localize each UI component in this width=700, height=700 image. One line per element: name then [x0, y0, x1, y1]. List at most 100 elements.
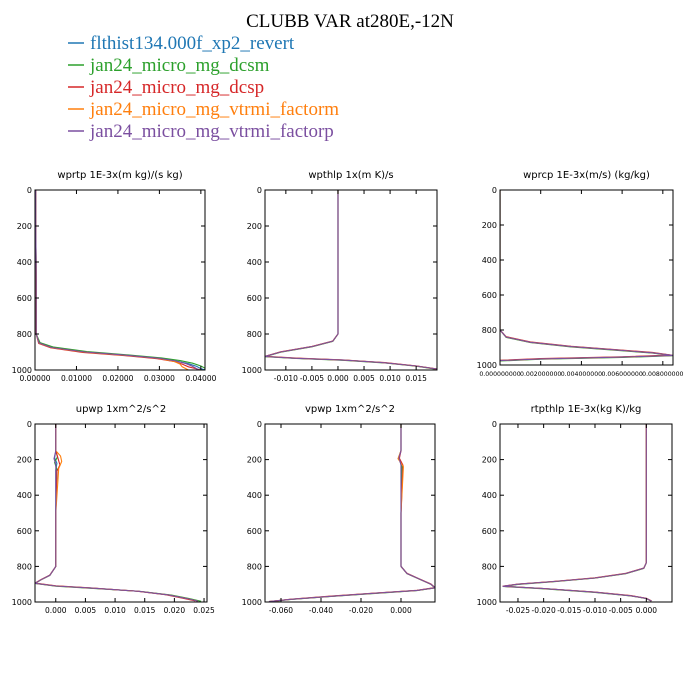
x-tick-label: -0.005: [300, 374, 324, 383]
x-tick-label: 0.000: [45, 606, 67, 615]
x-tick-label: 0.006000000: [601, 371, 642, 378]
y-tick-label: 800: [247, 330, 262, 339]
legend: flthist134.000f_xp2_revertjan24_micro_mg…: [68, 33, 339, 142]
x-tick-label: 0.015: [134, 606, 156, 615]
x-tick-label: 0.005: [75, 606, 97, 615]
x-tick-label: 0.03000: [144, 374, 175, 383]
panel-4: upwp 1xm^2/s^2 0 200 400 600 800 1000 0.000 0.00…: [12, 404, 215, 615]
panel-title: wpthlp 1x(m K)/s: [308, 170, 393, 181]
y-tick-label: 600: [247, 294, 262, 303]
legend-item: jan24_micro_mg_dcsm: [68, 55, 270, 76]
y-tick-label: 0: [257, 186, 262, 195]
series-group: [500, 190, 673, 362]
panel-title: wprcp 1E-3x(m/s) (kg/kg): [523, 170, 650, 181]
series-line-5: [35, 190, 200, 370]
legend-label: jan24_micro_mg_vtrmi_factorp: [89, 121, 334, 142]
y-tick-label: 400: [247, 258, 262, 267]
y-tick-label: 600: [482, 527, 497, 536]
x-tick-label: 0.000: [390, 606, 412, 615]
series-group: [265, 190, 437, 370]
plot-frame: [499, 423, 673, 603]
y-tick-label: 400: [17, 258, 32, 267]
x-tick-label: 0.000000000: [479, 371, 520, 378]
y-tick-label: 400: [247, 491, 262, 500]
panels: wprtp 1E-3x(m kg)/(s kg) 0 200 400 600 800 100…: [12, 170, 684, 615]
x-tick-label: 0.000: [636, 606, 658, 615]
y-tick-label: 200: [17, 456, 32, 465]
y-tick-label: 1000: [477, 598, 497, 607]
x-tick-label: 0.002000000: [520, 371, 561, 378]
y-tick-label: 1000: [242, 598, 262, 607]
legend-item: flthist134.000f_xp2_revert: [68, 33, 295, 54]
plot-frame: [34, 423, 208, 603]
panel-5: vpwp 1xm^2/s^2 0 200 400 600 800 1000 -0.060 -0.…: [242, 404, 436, 615]
x-tick-label: 0.005: [353, 374, 375, 383]
panel-title: vpwp 1xm^2/s^2: [305, 404, 395, 415]
legend-item: jan24_micro_mg_dcsp: [68, 77, 264, 98]
y-tick-label: 800: [482, 562, 497, 571]
legend-item: jan24_micro_mg_vtrmi_factorp: [68, 121, 334, 142]
x-tick-label: 0.020: [164, 606, 186, 615]
y-tick-label: 600: [17, 294, 32, 303]
x-tick-label: 0.010: [104, 606, 126, 615]
plot-frame: [34, 189, 206, 371]
y-tick-label: 200: [17, 222, 32, 231]
series-line-5: [268, 424, 435, 602]
panel-1: wprtp 1E-3x(m kg)/(s kg) 0 200 400 600 800 100…: [12, 170, 217, 383]
y-tick-label: 600: [17, 527, 32, 536]
y-tick-label: 0: [27, 420, 32, 429]
x-tick-label: 0.025: [193, 606, 215, 615]
y-tick-label: 200: [482, 221, 497, 230]
y-tick-label: 400: [482, 256, 497, 265]
series-group: [35, 424, 202, 602]
y-tick-label: 400: [482, 491, 497, 500]
series-group: [268, 424, 435, 602]
x-tick-label: 0.008000000: [642, 371, 683, 378]
x-tick-label: -0.060: [269, 606, 293, 615]
y-tick-label: 400: [17, 491, 32, 500]
x-tick-label: -0.020: [532, 606, 556, 615]
y-tick-label: 1000: [12, 366, 32, 375]
y-tick-label: 800: [17, 562, 32, 571]
x-tick-label: 0.01000: [61, 374, 92, 383]
legend-label: jan24_micro_mg_dcsp: [89, 77, 264, 98]
series-group: [502, 424, 652, 602]
legend-label: jan24_micro_mg_vtrmi_factorm: [89, 99, 339, 120]
y-tick-label: 800: [247, 562, 262, 571]
series-group: [35, 190, 205, 370]
y-tick-label: 200: [482, 456, 497, 465]
figure-title: CLUBB VAR at280E,-12N: [246, 11, 454, 32]
x-tick-label: 0.010: [379, 374, 401, 383]
x-tick-label: 0.015: [405, 374, 427, 383]
x-tick-label: -0.020: [349, 606, 373, 615]
y-tick-label: 0: [27, 186, 32, 195]
legend-item: jan24_micro_mg_vtrmi_factorm: [68, 99, 339, 120]
x-tick-label: 0.04000: [185, 374, 216, 383]
x-tick-label: -0.010: [274, 374, 298, 383]
x-tick-label: -0.015: [557, 606, 581, 615]
y-tick-label: 200: [247, 222, 262, 231]
series-line-5: [265, 190, 437, 370]
x-tick-label: -0.040: [309, 606, 333, 615]
panel-6: rtpthlp 1E-3x(kg K)/kg02004006008001000-…: [477, 404, 673, 615]
y-tick-label: 1000: [477, 361, 497, 370]
y-tick-label: 0: [257, 420, 262, 429]
y-tick-label: 1000: [242, 366, 262, 375]
panel-title: rtpthlp 1E-3x(kg K)/kg: [531, 404, 642, 415]
y-tick-label: 1000: [12, 598, 32, 607]
y-tick-label: 600: [482, 291, 497, 300]
panel-2: wpthlp 1x(m K)/s 0 200 400 600 800 1000 -0.010-…: [242, 170, 438, 383]
x-tick-label: -0.025: [506, 606, 530, 615]
panel-title: upwp 1xm^2/s^2: [76, 404, 166, 415]
series-line-5: [500, 190, 673, 362]
y-tick-label: 0: [492, 186, 497, 195]
plot-frame: [499, 189, 674, 366]
x-tick-label: 0.02000: [102, 374, 133, 383]
x-tick-label: 0.00000: [19, 374, 50, 383]
x-tick-label: -0.010: [583, 606, 607, 615]
series-line-5: [502, 424, 652, 602]
series-line-5: [35, 424, 199, 602]
y-tick-label: 200: [247, 456, 262, 465]
